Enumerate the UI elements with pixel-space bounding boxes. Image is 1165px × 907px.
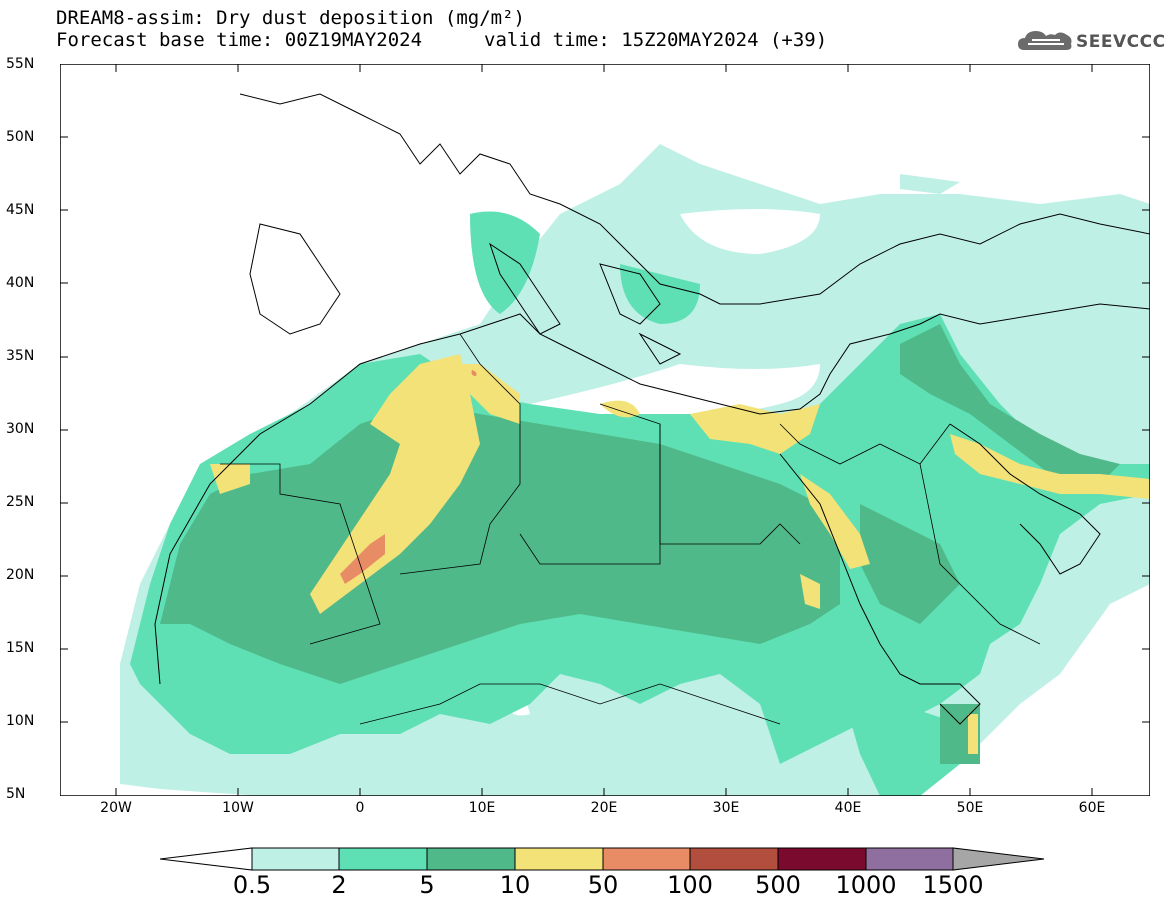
y-tick-label: 10N [6, 713, 35, 729]
forecast-base-time: Forecast base time: 00Z19MAY2024 [56, 29, 423, 51]
colorbar-segment [689, 847, 779, 871]
y-tick-label: 35N [6, 348, 35, 364]
colorbar-segment [514, 847, 604, 871]
x-tick-label: 40E [834, 800, 862, 816]
colorbar-label: 50 [587, 871, 619, 899]
cloud-icon [1018, 31, 1072, 50]
colorbar-over-arrow [952, 847, 1045, 871]
colorbar-segment [602, 847, 691, 871]
colorbar-segment [426, 847, 516, 871]
contour-level-5 [160, 324, 1120, 764]
x-tick-label: 10W [222, 800, 254, 816]
y-tick-label: 20N [6, 567, 35, 583]
seevccc-logo: SEEVCCC [1016, 26, 1165, 56]
contour-level-50 [340, 370, 477, 584]
colorbar-label: 500 [755, 871, 801, 899]
colorbar [160, 847, 1045, 871]
y-tick-label: 25N [6, 494, 35, 510]
y-tick-label: 40N [6, 275, 35, 291]
colorbar-label: 0.5 [232, 871, 272, 899]
colorbar-segment [338, 847, 428, 871]
y-tick-label: 50N [6, 129, 35, 145]
colorbar-segment [777, 847, 867, 871]
colorbar-segment [251, 847, 340, 871]
valid-time: valid time: 15Z20MAY2024 (+39) [484, 29, 828, 51]
x-tick-label: 10E [468, 800, 496, 816]
colorbar-label: 1000 [835, 871, 897, 899]
x-tick-label: 0 [355, 800, 365, 816]
colorbar-segment [865, 847, 954, 871]
colorbar-label: 2 [331, 871, 347, 899]
dust-deposition-map [60, 64, 1150, 796]
colorbar-under-arrow [160, 847, 253, 871]
y-tick-label: 5N [6, 786, 26, 802]
y-tick-label: 15N [6, 640, 35, 656]
x-tick-label: 20E [590, 800, 618, 816]
country-borders [220, 333, 1041, 725]
x-tick-label: 20W [100, 800, 132, 816]
y-tick-label: 55N [6, 56, 35, 72]
y-tick-label: 45N [6, 202, 35, 218]
contour-level-10 [210, 354, 1150, 754]
y-tick-label: 30N [6, 421, 35, 437]
colorbar-label: 1500 [922, 871, 984, 899]
ticks [60, 64, 1150, 796]
x-tick-label: 60E [1078, 800, 1106, 816]
colorbar-label: 10 [499, 871, 531, 899]
coastlines [154, 93, 1150, 725]
logo-text: SEEVCCC [1076, 32, 1165, 52]
colorbar-label: 100 [667, 871, 713, 899]
x-tick-label: 50E [956, 800, 984, 816]
x-tick-label: 30E [712, 800, 740, 816]
map-title: DREAM8-assim: Dry dust deposition (mg/m²… [56, 7, 525, 29]
colorbar-label: 5 [419, 871, 435, 899]
